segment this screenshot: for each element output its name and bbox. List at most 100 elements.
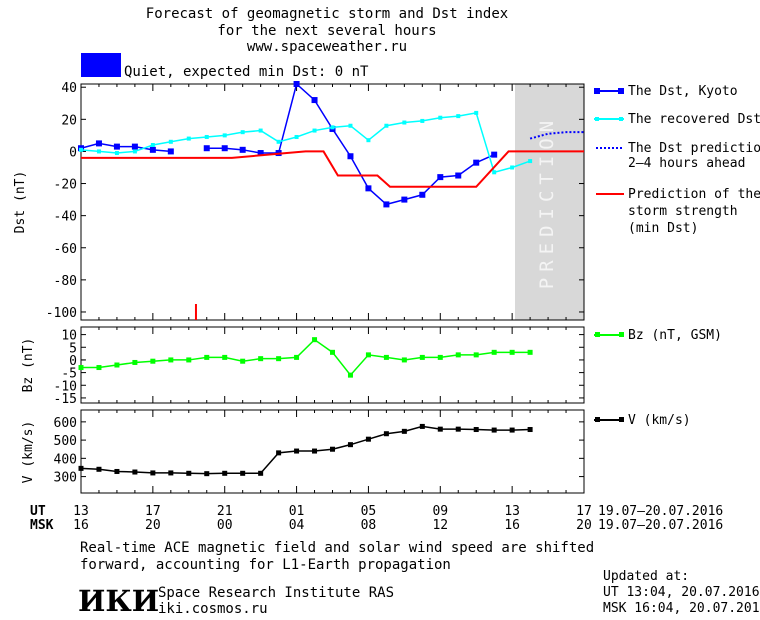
y-tick-label: -60 [54, 242, 77, 257]
data-point [132, 149, 137, 154]
data-point [78, 365, 84, 371]
data-point [114, 468, 120, 474]
bz-panel-frame [80, 326, 585, 404]
status-text: Quiet, expected min Dst: 0 nT [124, 64, 369, 80]
bz-ylabel: Bz (nT) [21, 338, 36, 393]
data-point [79, 147, 83, 152]
data-point [456, 114, 461, 119]
data-point [491, 349, 497, 355]
legend-recovered-label: The recovered Dst [628, 112, 760, 127]
y-tick-label: 5 [69, 341, 77, 356]
ut-tick-label: 13 [73, 504, 89, 519]
chart-marks: 40200-20-40-60-80-1001050-5-10-156005004… [46, 81, 592, 533]
msk-tick-label: 12 [432, 518, 448, 533]
legend-recovered-marker [595, 117, 599, 121]
data-point [330, 125, 335, 130]
data-point [366, 138, 371, 143]
y-tick-label: 0 [69, 145, 77, 160]
data-point [438, 115, 443, 120]
legend-kyoto-label: The Dst, Kyoto [628, 84, 738, 99]
data-point [150, 470, 156, 476]
ut-tick-label: 01 [289, 504, 305, 519]
msk-date-range: 19.07–20.07.2016 [598, 518, 723, 533]
updated-label: Updated at: [603, 569, 689, 584]
series-line [81, 150, 584, 188]
data-point [509, 349, 515, 355]
series-line [529, 131, 584, 140]
data-point [95, 140, 102, 147]
data-point [149, 146, 156, 153]
y-tick-label: -10 [54, 379, 77, 394]
data-point [167, 148, 174, 155]
data-point [276, 139, 281, 144]
institute-name: Space Research Institute RAS [158, 585, 394, 601]
title-line-2: for the next several hours [217, 23, 436, 39]
data-point [365, 185, 372, 192]
data-point [527, 427, 533, 433]
data-point [96, 365, 102, 371]
data-point [240, 358, 246, 364]
msk-tick-label: 20 [576, 518, 592, 533]
data-point [401, 357, 407, 363]
footer-note-line-2: forward, accounting for L1-Earth propaga… [80, 557, 451, 573]
series-line [80, 112, 531, 174]
legend-kyoto-marker [618, 88, 624, 94]
data-point [401, 196, 408, 203]
data-point [419, 354, 425, 360]
data-point [473, 352, 479, 358]
data-point [455, 172, 462, 179]
data-point [383, 354, 389, 360]
data-point [222, 470, 228, 476]
legend-storm-label-2: storm strength [628, 204, 738, 219]
updated-msk: MSK 16:04, 20.07.2016 [603, 601, 760, 616]
msk-tick-label: 00 [217, 518, 233, 533]
v-ylabel: V (km/s) [21, 421, 36, 484]
legend-v-label: V (km/s) [628, 413, 691, 428]
data-point [437, 174, 444, 181]
data-point [312, 128, 317, 133]
data-point [312, 337, 318, 343]
ut-tick-label: 17 [576, 504, 592, 519]
status-color-box [81, 53, 121, 77]
data-point [455, 426, 461, 432]
data-point [204, 471, 210, 477]
data-point [473, 427, 479, 433]
data-point [293, 81, 300, 87]
data-point [221, 145, 228, 152]
updated-ut: UT 13:04, 20.07.2016 [603, 585, 760, 600]
data-point [419, 191, 426, 198]
legend-storm-label-1: Prediction of the [628, 187, 760, 202]
data-point [510, 165, 515, 170]
ut-tick-label: 13 [504, 504, 520, 519]
data-point [150, 358, 156, 364]
y-tick-label: -80 [54, 274, 77, 289]
data-point [113, 143, 120, 150]
y-tick-label: 300 [54, 471, 77, 486]
footer-note-line-1: Real-time ACE magnetic field and solar w… [80, 540, 594, 556]
data-point [276, 356, 282, 362]
data-point [203, 145, 210, 152]
ut-tick-label: 09 [432, 504, 448, 519]
y-tick-label: -15 [54, 392, 77, 407]
y-tick-label: 20 [61, 113, 77, 128]
title-line-3: www.spaceweather.ru [247, 39, 407, 55]
data-point [311, 97, 318, 104]
y-tick-label: 10 [61, 329, 77, 344]
y-tick-label: -40 [54, 210, 77, 225]
y-tick-label: 600 [54, 416, 77, 431]
data-point [294, 354, 300, 360]
data-point [257, 150, 264, 157]
data-point [204, 134, 209, 139]
prediction-label: PREDICTION [536, 115, 558, 289]
data-point [114, 362, 120, 368]
dst-ylabel: Dst (nT) [13, 171, 28, 234]
data-point [401, 428, 407, 434]
ut-date-range: 19.07–20.07.2016 [598, 504, 723, 519]
data-point [330, 349, 335, 355]
data-point [204, 354, 210, 360]
data-point [365, 352, 371, 358]
data-point [474, 110, 479, 115]
y-tick-label: -100 [46, 306, 77, 321]
data-point [347, 372, 353, 378]
